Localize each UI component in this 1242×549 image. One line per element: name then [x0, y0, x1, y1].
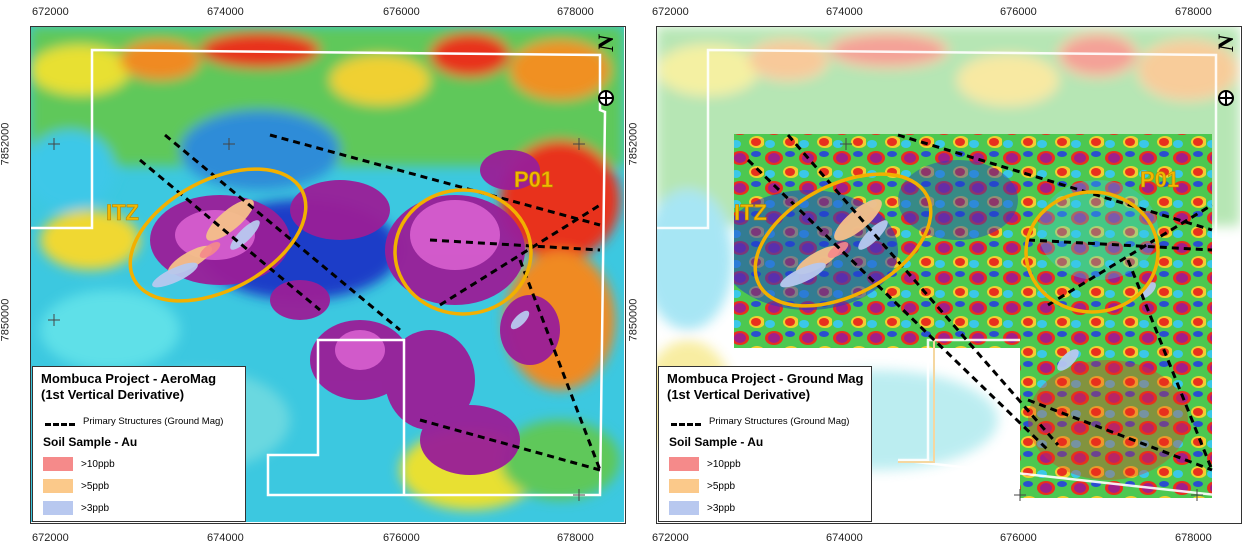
x-tick-label: 678000: [1175, 6, 1212, 18]
map-legend: Mombuca Project - Ground Mag (1st Vertic…: [658, 366, 872, 522]
map-panel-groundmag: 672000 674000 676000 678000 672000 67400…: [627, 0, 1242, 549]
class-label: >3ppb: [707, 503, 736, 514]
x-tick-label: 678000: [1175, 532, 1212, 544]
x-tick-label: 676000: [383, 532, 420, 544]
x-tick-label: 676000: [1000, 532, 1037, 544]
map-legend: Mombuca Project - AeroMag (1st Vertical …: [32, 366, 246, 522]
class-label: >10ppb: [81, 459, 115, 470]
legend-title: Mombuca Project - AeroMag (1st Vertical …: [41, 371, 217, 402]
class-label: >5ppb: [81, 481, 110, 492]
x-tick-label: 674000: [207, 6, 244, 18]
x-tick-label: 676000: [383, 6, 420, 18]
class-label: >3ppb: [81, 503, 110, 514]
swatch-10ppb: [669, 457, 699, 471]
legend-title: Mombuca Project - Ground Mag (1st Vertic…: [667, 371, 864, 402]
structures-label: Primary Structures (Ground Mag): [83, 416, 224, 427]
structure-line-swatch: [45, 423, 75, 426]
zone-label-p01: P01: [514, 167, 554, 193]
map-frame: [30, 26, 626, 524]
class-label: >5ppb: [707, 481, 736, 492]
x-tick-label: 672000: [652, 532, 689, 544]
x-tick-label: 674000: [826, 6, 863, 18]
x-tick-label: 672000: [652, 6, 689, 18]
swatch-5ppb: [669, 479, 699, 493]
zone-label-p01: P01: [1140, 167, 1180, 193]
x-tick-label: 672000: [32, 6, 69, 18]
map-panel-aeromag: 672000 674000 676000 678000 672000 67400…: [0, 6, 626, 544]
structures-label: Primary Structures (Ground Mag): [709, 416, 850, 427]
soil-sample-title: Soil Sample - Au: [669, 435, 764, 449]
x-tick-label: 674000: [826, 532, 863, 544]
soil-sample-title: Soil Sample - Au: [43, 435, 138, 449]
zone-label-itz: ITZ: [734, 200, 768, 226]
swatch-3ppb: [669, 501, 699, 515]
swatch-3ppb: [43, 501, 73, 515]
swatch-10ppb: [43, 457, 73, 471]
x-tick-label: 672000: [32, 532, 69, 544]
zone-label-itz: ITZ: [106, 200, 140, 226]
class-label: >10ppb: [707, 459, 741, 470]
x-tick-label: 678000: [557, 6, 594, 18]
structure-line-swatch: [671, 423, 701, 426]
x-tick-label: 674000: [207, 532, 244, 544]
x-tick-label: 676000: [1000, 6, 1037, 18]
x-tick-label: 678000: [557, 532, 594, 544]
swatch-5ppb: [43, 479, 73, 493]
